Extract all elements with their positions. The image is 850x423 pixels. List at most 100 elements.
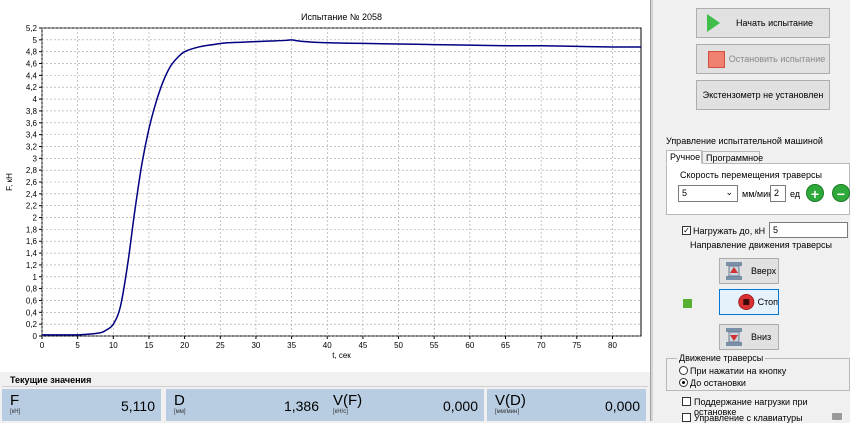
current-values-title: Текущие значения bbox=[10, 375, 92, 385]
crosshead-down-icon bbox=[726, 328, 742, 346]
stat-displacement-rate: V(D) [мм/мин] 0,000 bbox=[487, 389, 646, 421]
x-tick-label: 25 bbox=[216, 341, 225, 350]
y-tick-label: 1 bbox=[33, 273, 38, 282]
x-tick-label: 70 bbox=[537, 341, 546, 350]
step-unit: ед bbox=[790, 189, 801, 199]
load-to-checkbox[interactable]: ✓ bbox=[682, 226, 691, 235]
crosshead-stop-label: Стоп bbox=[757, 297, 778, 307]
y-tick-label: 4,4 bbox=[26, 71, 38, 80]
x-tick-label: 50 bbox=[394, 341, 403, 350]
x-tick-label: 35 bbox=[287, 341, 296, 350]
x-tick-label: 0 bbox=[40, 341, 45, 350]
direction-title: Направление движения траверсы bbox=[690, 240, 832, 250]
down-button[interactable]: Вниз bbox=[719, 324, 779, 350]
stat-displacement-rate-name: V(D) bbox=[495, 392, 526, 409]
x-axis-label: t, сек bbox=[332, 351, 351, 360]
motion-title: Движение траверсы bbox=[677, 353, 766, 363]
minus-icon[interactable]: − bbox=[832, 184, 850, 202]
y-tick-label: 3,8 bbox=[26, 107, 38, 116]
stop-test-button[interactable]: Остановить испытание bbox=[696, 44, 830, 74]
start-test-button[interactable]: Начать испытание bbox=[696, 8, 830, 38]
chart-panel: 0 5 10 15 20 25 30 35 40 45 50 55 60 65 70 75 80 0 0,2 0,4 0… bbox=[0, 0, 650, 372]
extensometer-label: Экстензометр не установлен bbox=[702, 90, 824, 100]
y-tick-label: 3 bbox=[33, 154, 38, 163]
y-tick-label: 0 bbox=[33, 332, 38, 341]
keyboard-control-label: Управление с клавиатуры bbox=[694, 413, 803, 423]
x-tick-label: 60 bbox=[465, 341, 474, 350]
y-tick-label: 0,2 bbox=[26, 320, 38, 329]
crosshead-up-icon bbox=[726, 262, 742, 280]
current-values-panel: Текущие значения F [кН] 5,110 D [мм] 1,3… bbox=[0, 372, 650, 421]
load-to-label: Нагружать до, кН bbox=[693, 226, 766, 236]
up-label: Вверх bbox=[751, 266, 777, 276]
hold-load-label: Поддержание нагрузки при остановке bbox=[694, 397, 808, 417]
play-icon bbox=[707, 14, 720, 32]
y-tick-label: 5,2 bbox=[26, 24, 38, 33]
tab-manual[interactable]: Ручное bbox=[666, 150, 702, 164]
panel-divider[interactable] bbox=[650, 0, 653, 421]
stat-force-rate: V(F) [кН/с] 0,000 bbox=[325, 389, 484, 421]
x-tick-label: 75 bbox=[572, 341, 581, 350]
crosshead-stop-button[interactable]: Стоп bbox=[719, 289, 779, 315]
keyboard-icon bbox=[832, 413, 842, 420]
y-tick-label: 4 bbox=[33, 95, 38, 104]
y-tick-label: 1,4 bbox=[26, 249, 38, 258]
y-tick-label: 2,2 bbox=[26, 202, 38, 211]
force-time-chart: 0 5 10 15 20 25 30 35 40 45 50 55 60 65 70 75 8000,20,40… bbox=[5, 12, 642, 360]
hold-load-checkbox[interactable] bbox=[682, 397, 691, 406]
speed-title: Скорость перемещения траверсы bbox=[680, 170, 822, 180]
y-tick-label: 4,2 bbox=[26, 83, 38, 92]
x-tick-label: 30 bbox=[251, 341, 260, 350]
y-axis-label: F, кН bbox=[5, 173, 14, 191]
y-tick-label: 2,4 bbox=[26, 190, 38, 199]
x-tick-label: 5 bbox=[75, 341, 80, 350]
stats-divider bbox=[2, 386, 648, 387]
speed-unit: мм/мин bbox=[742, 189, 774, 199]
y-tick-label: 2,6 bbox=[26, 178, 38, 187]
speed-select[interactable]: 5 ⌄ bbox=[678, 185, 738, 202]
start-test-label: Начать испытание bbox=[735, 18, 813, 28]
x-tick-label: 55 bbox=[430, 341, 439, 350]
stat-force-unit: [кН] bbox=[10, 409, 21, 415]
x-tick-label: 65 bbox=[501, 341, 510, 350]
x-tick-label: 40 bbox=[323, 341, 332, 350]
stat-displacement-value: 1,386 bbox=[283, 398, 319, 414]
motion-group bbox=[666, 358, 850, 391]
stop-circle-icon bbox=[738, 293, 755, 311]
plus-icon[interactable]: + bbox=[806, 184, 824, 202]
down-label: Вниз bbox=[751, 332, 772, 342]
stat-force-rate-name: V(F) bbox=[333, 392, 363, 409]
y-tick-label: 4,6 bbox=[26, 60, 38, 69]
x-tick-label: 15 bbox=[145, 341, 154, 350]
speed-value: 5 bbox=[682, 188, 688, 198]
y-tick-label: 1,2 bbox=[26, 261, 38, 270]
stat-force-name: F bbox=[10, 392, 20, 409]
x-tick-label: 10 bbox=[109, 341, 118, 350]
y-tick-label: 0,6 bbox=[26, 296, 38, 305]
extensometer-button[interactable]: Экстензометр не установлен bbox=[696, 80, 830, 110]
y-tick-label: 3,2 bbox=[26, 142, 38, 151]
stat-displacement: D [мм] 1,386 bbox=[166, 389, 325, 421]
motion-until-stop-radio[interactable] bbox=[679, 378, 688, 387]
stop-icon bbox=[708, 50, 725, 68]
chevron-down-icon: ⌄ bbox=[725, 187, 733, 197]
step-input[interactable]: 2 bbox=[770, 185, 786, 202]
series-line bbox=[41, 39, 642, 336]
stat-displacement-rate-value: 0,000 bbox=[604, 398, 640, 414]
motion-until-stop-label: До остановки bbox=[690, 378, 746, 388]
y-tick-label: 0,4 bbox=[26, 308, 38, 317]
x-tick-label: 45 bbox=[358, 341, 367, 350]
stat-force-rate-value: 0,000 bbox=[442, 398, 478, 414]
y-tick-label: 0,8 bbox=[26, 285, 38, 294]
y-tick-label: 3,6 bbox=[26, 119, 38, 128]
chart-title: Испытание № 2058 bbox=[301, 12, 382, 22]
motion-on-press-label: При нажатии на кнопку bbox=[690, 366, 787, 376]
y-tick-label: 4,8 bbox=[26, 48, 38, 57]
up-button[interactable]: Вверх bbox=[719, 258, 779, 284]
stat-force: F [кН] 5,110 bbox=[2, 389, 161, 421]
motion-on-press-radio[interactable] bbox=[679, 366, 688, 375]
load-to-input[interactable]: 5 bbox=[769, 222, 848, 238]
machine-control-title: Управление испытательной машиной bbox=[666, 136, 823, 146]
stat-displacement-name: D bbox=[174, 392, 185, 409]
stat-displacement-unit: [мм] bbox=[174, 409, 186, 415]
